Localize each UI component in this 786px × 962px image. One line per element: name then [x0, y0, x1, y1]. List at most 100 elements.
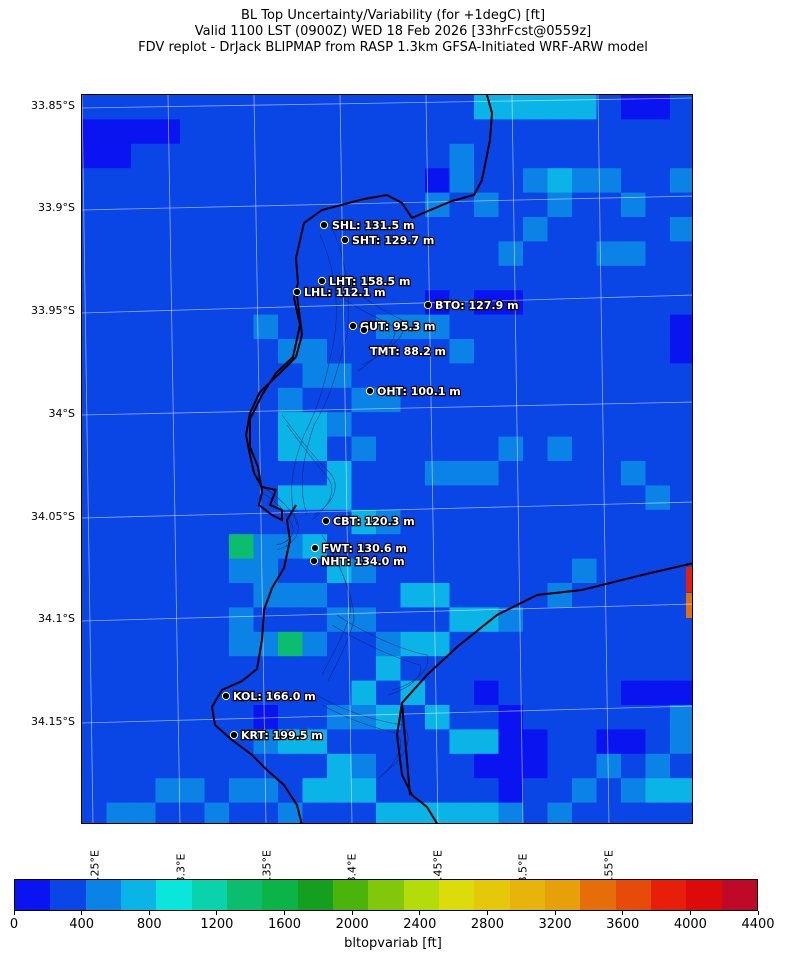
station-label-fwt: FWT: 130.6 m — [322, 542, 407, 555]
grid-cell — [645, 314, 671, 340]
grid-cell — [547, 705, 573, 730]
colorbar-tick-label: 4000 — [673, 917, 707, 932]
grid-cell — [82, 680, 108, 706]
grid-cell — [596, 412, 622, 438]
grid-cell — [376, 265, 402, 291]
grid-cell — [106, 143, 132, 169]
colorbar-tick — [419, 911, 421, 915]
grid-cell — [449, 485, 475, 511]
grid-cell — [180, 705, 206, 730]
grid-cell — [572, 436, 598, 462]
grid-cell — [131, 461, 157, 486]
colorbar-tick-label: 800 — [136, 917, 162, 932]
grid-cell — [131, 412, 157, 438]
colorbar-segment — [191, 880, 227, 910]
grid-cell — [253, 241, 279, 267]
grid-cell — [400, 339, 426, 364]
grid-cell — [670, 290, 692, 316]
grid-cell — [596, 387, 622, 413]
grid-cell — [155, 265, 181, 291]
grid-cell — [670, 143, 692, 169]
grid-cell — [572, 95, 598, 120]
grid-cell — [278, 265, 304, 291]
grid-cell — [523, 607, 549, 633]
title-line-1: BL Top Uncertainty/Variability (for +1de… — [240, 8, 546, 23]
grid-cell — [155, 241, 181, 267]
grid-cell — [253, 509, 279, 535]
grid-cell — [106, 509, 132, 535]
grid-cell — [351, 168, 377, 194]
grid-cell — [621, 461, 647, 486]
grid-cell — [621, 436, 647, 462]
colorbar-segment — [120, 880, 157, 910]
colorbar-segment — [721, 880, 757, 910]
grid-cell — [596, 631, 622, 657]
grid-cell — [547, 485, 573, 511]
grid-cell — [621, 339, 647, 364]
grid-cell — [449, 119, 475, 145]
grid-cell — [572, 656, 598, 682]
grid-cell — [376, 143, 402, 169]
grid-cell — [204, 729, 230, 755]
grid-cell — [204, 631, 230, 657]
grid-cell — [253, 265, 279, 291]
grid-cell — [327, 387, 353, 413]
grid-cell — [596, 363, 622, 389]
grid-cell — [106, 680, 132, 706]
grid-cell — [449, 680, 475, 706]
grid-cell — [302, 95, 328, 120]
grid-cell — [670, 314, 692, 340]
grid-cell — [180, 558, 206, 584]
colorbar-tick-label: 2000 — [335, 917, 369, 932]
grid-cell — [302, 583, 328, 608]
grid-cell — [180, 143, 206, 169]
lat-label: 34.1°S — [38, 612, 75, 625]
grid-cell — [351, 119, 377, 145]
grid-cell — [278, 583, 304, 608]
grid-cell — [302, 143, 328, 169]
grid-cell — [596, 119, 622, 145]
grid-cell — [449, 802, 475, 823]
grid-cell — [523, 363, 549, 389]
grid-cell — [131, 363, 157, 389]
grid-cell — [498, 680, 524, 706]
grid-cell — [425, 95, 451, 120]
grid-cell — [376, 119, 402, 145]
grid-cell — [425, 168, 451, 194]
grid-cell — [106, 534, 132, 560]
grid-cell — [425, 656, 451, 682]
station-label-oht: OHT: 100.1 m — [377, 385, 461, 398]
title-line-2: Valid 1100 LST (0900Z) WED 18 Feb 2026 [… — [194, 24, 592, 39]
grid-cell — [670, 753, 692, 779]
grid-cell — [180, 607, 206, 633]
grid-cell — [204, 656, 230, 682]
lat-label: 34.15°S — [31, 715, 75, 728]
grid-cell — [449, 436, 475, 462]
grid-cell — [351, 461, 377, 486]
grid-cell — [547, 607, 573, 633]
grid-cell — [498, 363, 524, 389]
grid-cell — [645, 656, 671, 682]
grid-cell — [449, 656, 475, 682]
grid-cell — [449, 143, 475, 169]
grid-cell — [474, 729, 500, 755]
grid-cell — [547, 680, 573, 706]
colorbar-segment — [403, 880, 439, 910]
grid-cell — [474, 778, 500, 804]
grid-cell — [449, 583, 475, 608]
grid-cell — [645, 265, 671, 291]
grid-cell — [474, 265, 500, 291]
grid-cell — [155, 217, 181, 242]
grid-cell — [572, 339, 598, 364]
grid-cell — [572, 168, 598, 194]
grid-cell — [425, 509, 451, 535]
grid-cell — [351, 241, 377, 267]
grid-cell — [596, 607, 622, 633]
grid-cell — [82, 802, 108, 823]
lat-label: 34°S — [48, 407, 75, 420]
grid-cell — [621, 778, 647, 804]
grid-cell — [106, 119, 132, 145]
grid-cell — [621, 168, 647, 194]
grid-cell — [327, 631, 353, 657]
grid-cell — [302, 119, 328, 145]
